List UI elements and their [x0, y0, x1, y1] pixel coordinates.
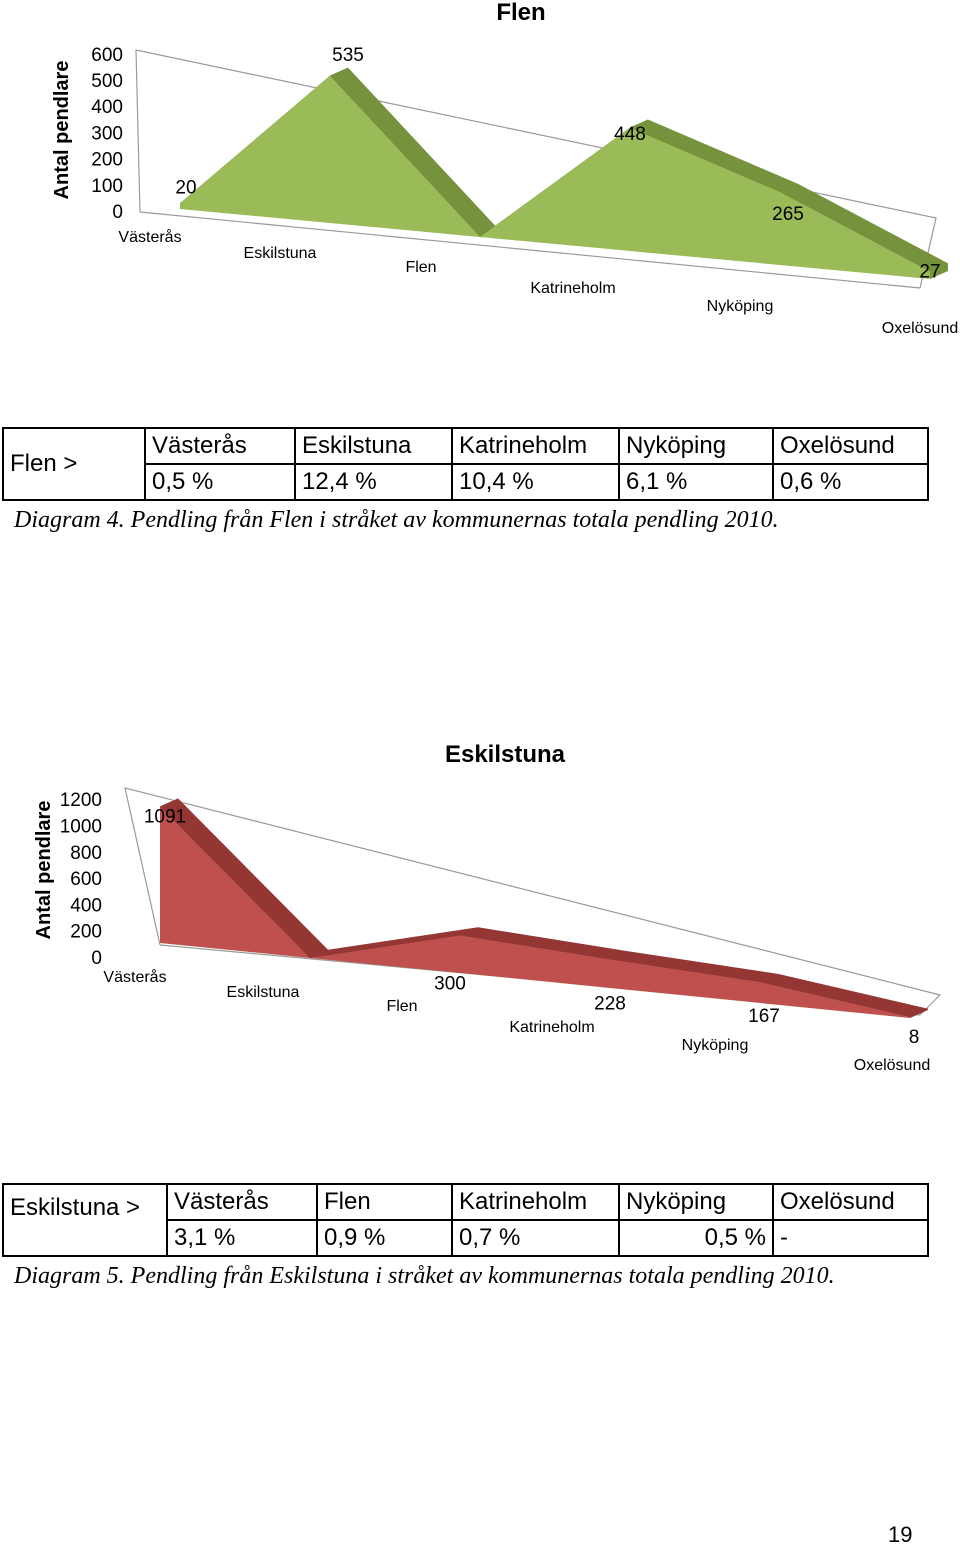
y-tick-label: 600: [91, 45, 123, 66]
table-header: Katrineholm: [452, 1184, 619, 1220]
table-header: Eskilstuna: [295, 428, 452, 464]
table-header: Västerås: [145, 428, 295, 464]
table-row: Flen > Västerås Eskilstuna Katrineholm N…: [3, 428, 928, 464]
flen-chart-svg: Flen Antal pendlare 600 500 400 300 200 100 0 Väs…: [0, 0, 960, 350]
table-cell: 0,6 %: [773, 464, 928, 500]
y-tick-label: 0: [112, 202, 123, 223]
table-header: Nyköping: [619, 428, 773, 464]
x-category-label: Västerås: [103, 968, 166, 986]
y-axis-label: Antal pendlare: [33, 801, 55, 940]
y-tick-label: 1200: [60, 790, 102, 811]
eskilstuna-chart: Eskilstuna Antal pendlare1200 1000 800 600 40…: [0, 730, 960, 1090]
x-category-label: Oxelösund: [882, 320, 959, 337]
x-category-label: Flen: [386, 998, 417, 1015]
diagram-caption: Diagram 4. Pendling från Flen i stråket …: [14, 507, 779, 534]
eskilstuna-chart-svg: Eskilstuna Antal pendlare1200 1000 800 600 40…: [0, 730, 960, 1090]
y-tick-label: 1000: [60, 817, 102, 838]
x-category-label: Flen: [405, 259, 436, 276]
table-header: Nyköping: [619, 1184, 773, 1220]
x-category-label: Oxelösund: [854, 1057, 931, 1074]
x-category-label: Nyköping: [707, 298, 774, 315]
table-row-header: Eskilstuna >: [3, 1184, 167, 1256]
y-axis-label: Antal pendlare: [51, 61, 73, 200]
table-cell: 0,5 %: [619, 1220, 773, 1256]
x-category-label: Katrineholm: [509, 1019, 594, 1036]
y-tick-label: 200: [91, 150, 123, 171]
table-row: Eskilstuna > Västerås Flen Katrineholm N…: [3, 1184, 928, 1220]
y-tick-label: 400: [91, 97, 123, 118]
diagram-caption: Diagram 5. Pendling från Eskilstuna i st…: [14, 1263, 835, 1290]
table-cell: 12,4 %: [295, 464, 452, 500]
x-category-label: Eskilstuna: [244, 245, 317, 262]
chart-title: Flen: [496, 0, 545, 26]
table-cell: 0,9 %: [317, 1220, 452, 1256]
table-cell: 6,1 %: [619, 464, 773, 500]
table-row-header: Flen >: [3, 428, 145, 500]
y-tick-label: 500: [91, 71, 123, 92]
table-cell: 0,7 %: [452, 1220, 619, 1256]
data-label: 20: [175, 178, 196, 199]
flen-share-table: Flen > Västerås Eskilstuna Katrineholm N…: [2, 427, 929, 501]
table-header: Oxelösund: [773, 428, 928, 464]
data-label: 535: [332, 45, 364, 66]
y-tick-label: 100: [91, 176, 123, 197]
x-category-label: Nyköping: [682, 1037, 749, 1054]
table-cell: 3,1 %: [167, 1220, 317, 1256]
data-label: 448: [614, 124, 646, 145]
y-tick-label: 0: [91, 948, 102, 969]
data-label: 265: [772, 204, 804, 225]
data-label: 1091: [144, 807, 186, 828]
y-tick-label: 800: [70, 843, 102, 864]
chart-title: Eskilstuna: [445, 741, 566, 768]
data-label: 8: [909, 1027, 920, 1048]
y-tick-label: 600: [70, 869, 102, 890]
page-number: 19: [888, 1522, 912, 1548]
data-label: 167: [748, 1006, 780, 1027]
table-cell: 0,5 %: [145, 464, 295, 500]
flen-chart: Flen Antal pendlare 600 500 400 300 200 100 0 Väs…: [0, 0, 960, 350]
y-tick-label: 300: [91, 123, 123, 144]
table-header: Katrineholm: [452, 428, 619, 464]
table-header: Oxelösund: [773, 1184, 928, 1220]
table-cell: -: [773, 1220, 928, 1256]
data-label: 228: [594, 994, 626, 1015]
data-label: 300: [434, 974, 466, 995]
data-label: 27: [919, 262, 940, 283]
y-tick-label: 200: [70, 922, 102, 943]
y-tick-label: 400: [70, 895, 102, 916]
eskilstuna-share-table: Eskilstuna > Västerås Flen Katrineholm N…: [2, 1183, 929, 1257]
table-header: Västerås: [167, 1184, 317, 1220]
x-category-label: Katrineholm: [530, 280, 615, 297]
x-category-label: Eskilstuna: [227, 984, 300, 1001]
x-category-label: Västerås: [118, 228, 181, 246]
table-header: Flen: [317, 1184, 452, 1220]
table-cell: 10,4 %: [452, 464, 619, 500]
